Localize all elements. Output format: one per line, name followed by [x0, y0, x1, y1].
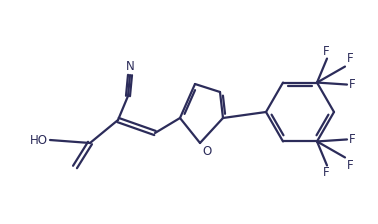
Text: F: F — [349, 133, 356, 146]
Text: N: N — [125, 60, 134, 73]
Text: F: F — [349, 78, 356, 91]
Text: HO: HO — [30, 134, 48, 146]
Text: F: F — [347, 52, 354, 65]
Text: F: F — [347, 159, 354, 172]
Text: F: F — [323, 45, 329, 58]
Text: F: F — [323, 166, 329, 179]
Text: O: O — [202, 145, 211, 158]
